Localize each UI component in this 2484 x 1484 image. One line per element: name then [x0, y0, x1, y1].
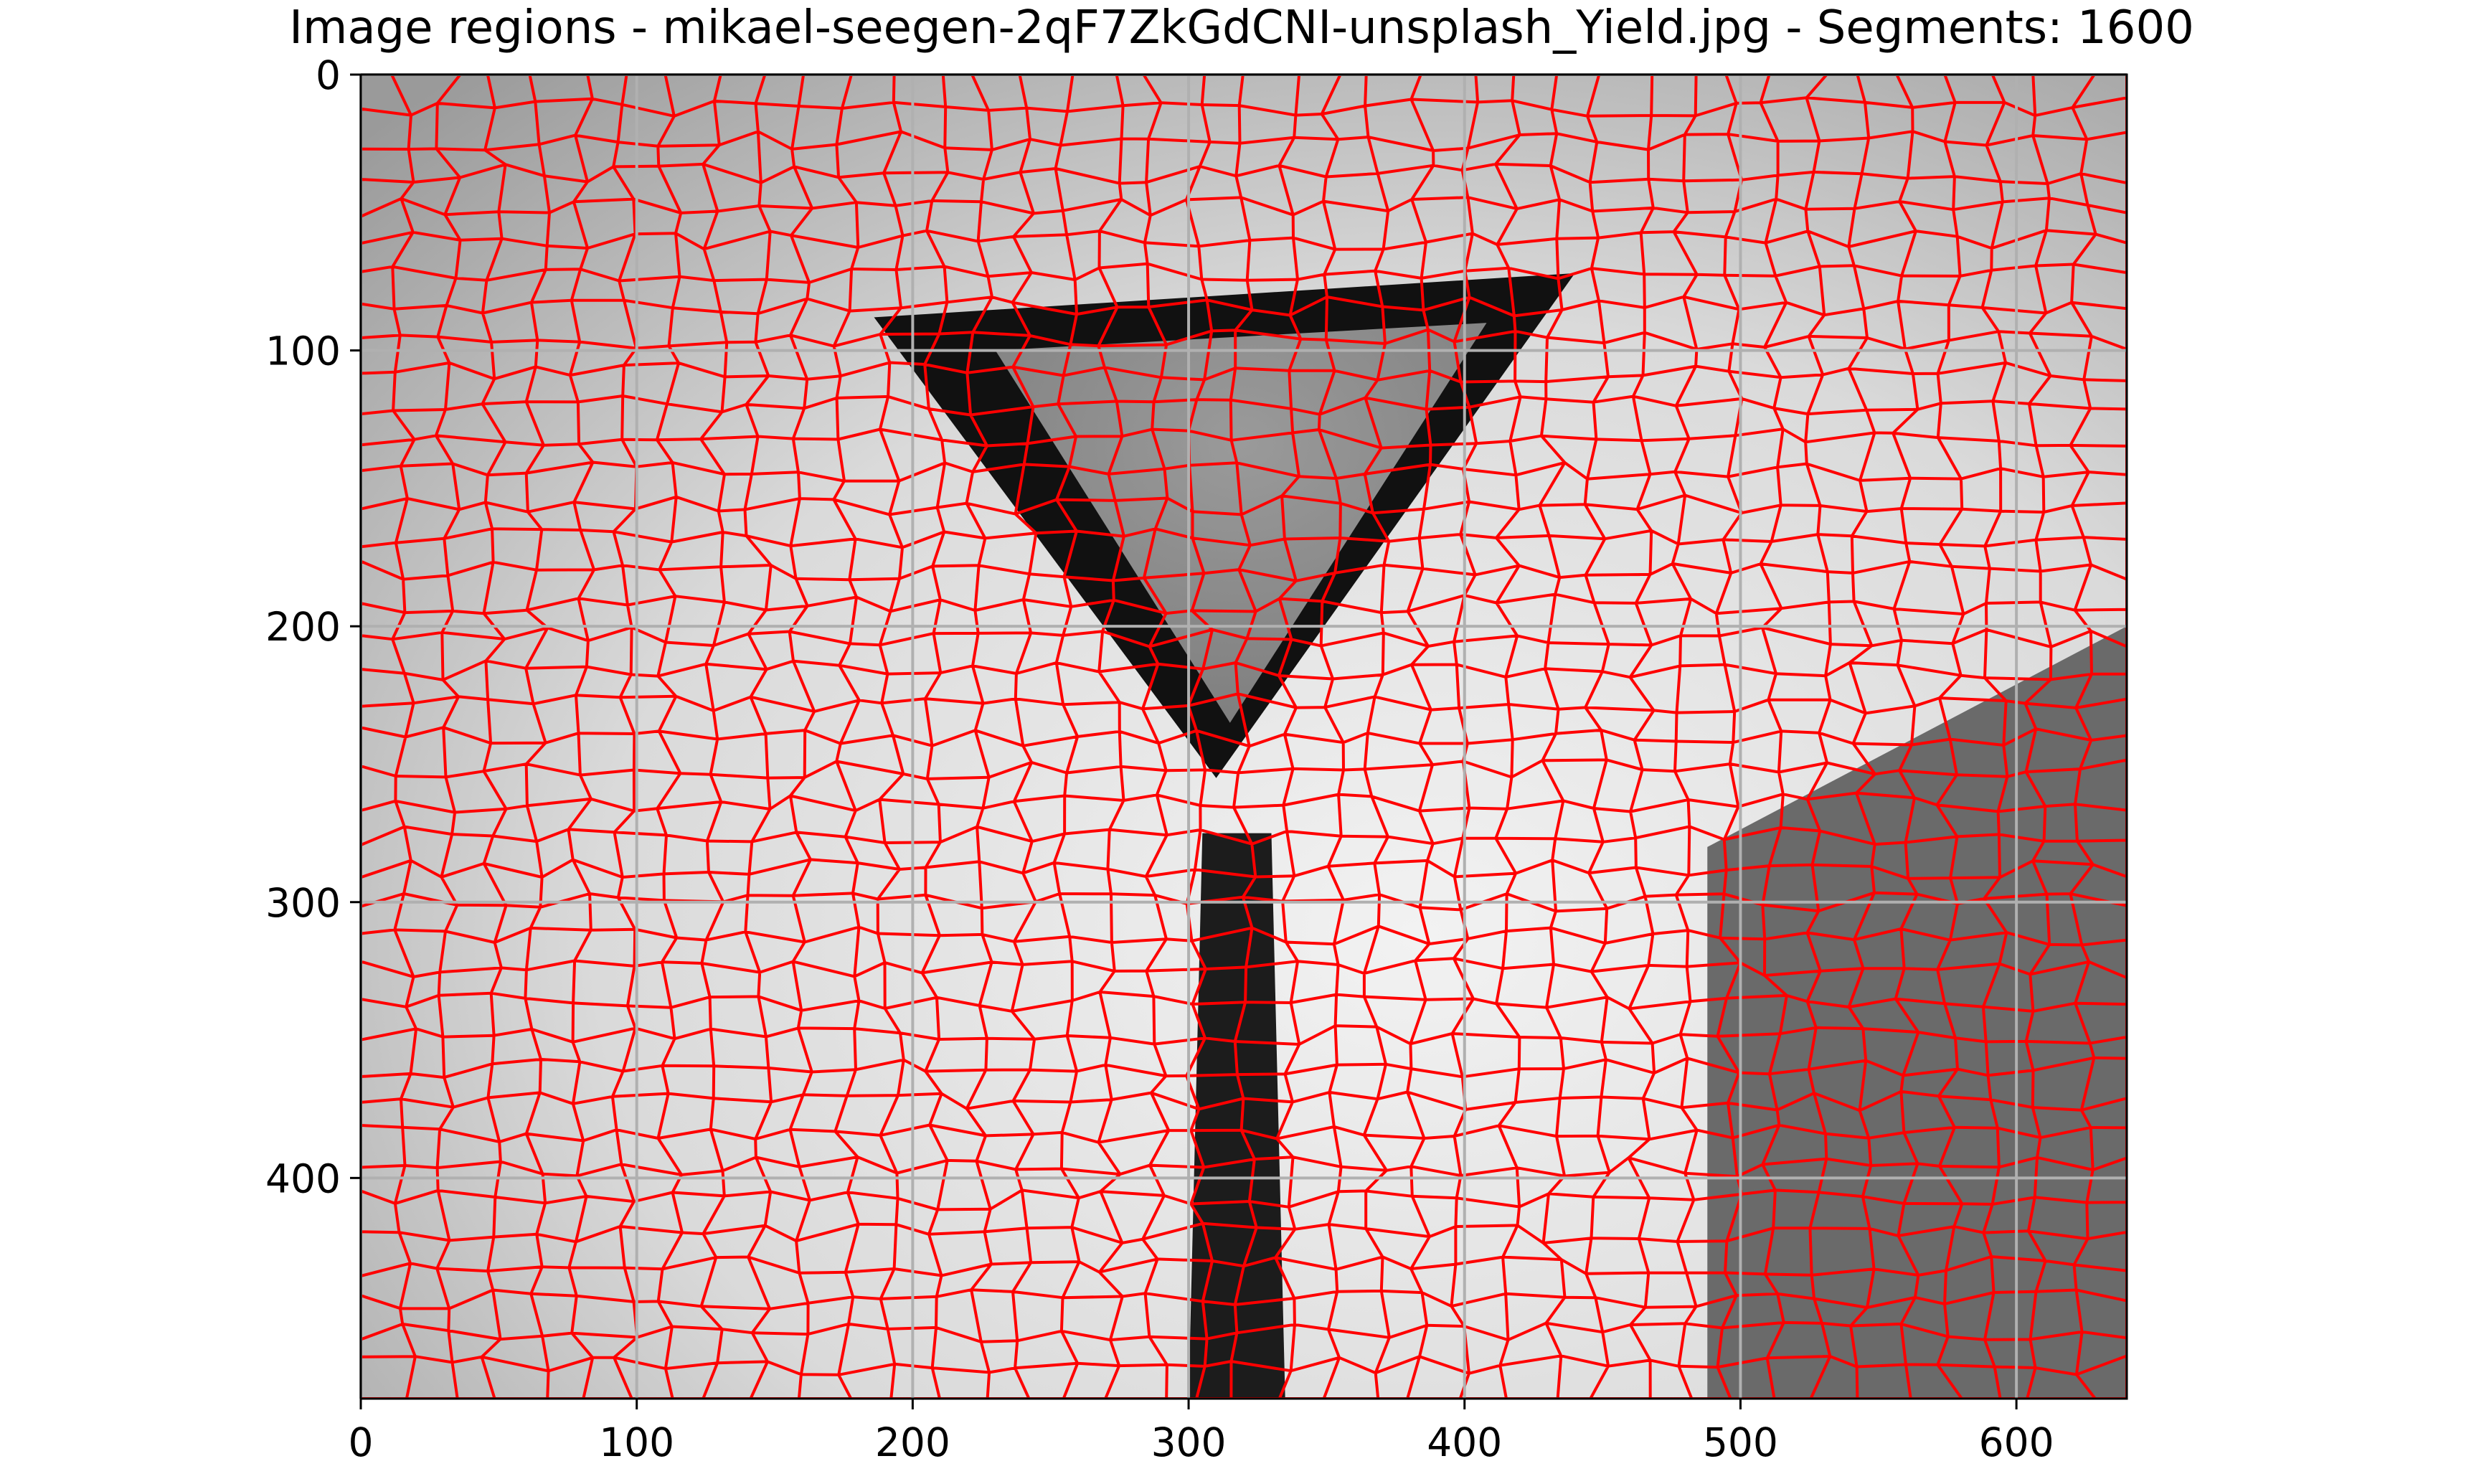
- y-tick-label: 200: [265, 604, 341, 650]
- segmented-image: [361, 75, 2127, 1399]
- x-tick-label: 200: [875, 1419, 950, 1465]
- plot-frame: [359, 73, 2128, 1400]
- x-tick-label: 0: [349, 1419, 374, 1465]
- y-tick-label: 100: [265, 329, 341, 374]
- yield-sign-interior: [995, 323, 1487, 723]
- y-tick-label: 0: [316, 52, 341, 98]
- x-tick-label: 400: [1427, 1419, 1502, 1465]
- y-tick-label: 300: [265, 880, 341, 926]
- y-axis: 0 100 200 300 400: [265, 52, 361, 1201]
- chart-title: Image regions - mikael-seegen-2qF7ZkGdCN…: [289, 1, 2194, 55]
- segment-boundaries: [361, 75, 2127, 1399]
- y-tick-label: 400: [265, 1155, 341, 1201]
- x-axis: 0 100 200 300 400 500 600: [349, 1399, 2054, 1465]
- segment-boundary-mesh: [361, 75, 2127, 1399]
- x-tick-label: 500: [1703, 1419, 1778, 1465]
- x-tick-label: 600: [1979, 1419, 2054, 1465]
- x-tick-label: 300: [1151, 1419, 1227, 1465]
- bush-region: [1707, 626, 2127, 1399]
- x-tick-label: 100: [599, 1419, 674, 1465]
